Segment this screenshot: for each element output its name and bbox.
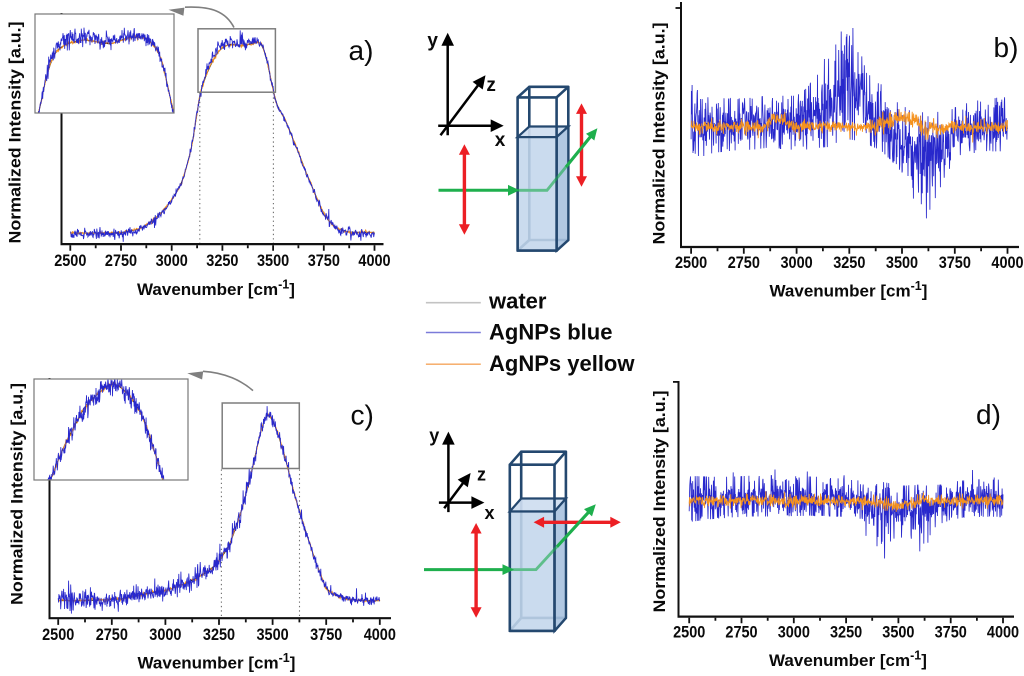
svg-text:3250: 3250 [833,254,865,272]
svg-text:4000: 4000 [987,623,1019,641]
svg-text:3000: 3000 [149,626,181,644]
svg-text:y: y [429,426,439,446]
svg-text:3250: 3250 [206,252,238,270]
svg-text:Wavenumber [cm-1]: Wavenumber [cm-1] [137,277,295,299]
svg-text:2750: 2750 [96,626,128,644]
svg-text:2750: 2750 [105,252,137,270]
svg-text:3750: 3750 [935,623,967,641]
svg-text:3500: 3500 [257,626,289,644]
svg-text:a): a) [349,35,374,66]
svg-text:AgNPs blue: AgNPs blue [489,320,612,345]
svg-text:3750: 3750 [308,252,340,270]
svg-text:3500: 3500 [886,254,918,272]
svg-text:3000: 3000 [156,252,188,270]
svg-text:Normalized Intensity [a.u.]: Normalized Intensity [a.u.] [6,22,25,244]
svg-text:2750: 2750 [725,623,757,641]
svg-text:2500: 2500 [673,623,705,641]
svg-text:Wavenumber [cm-1]: Wavenumber [cm-1] [770,279,928,301]
svg-text:3250: 3250 [830,623,862,641]
svg-text:z: z [477,465,486,485]
svg-text:4000: 4000 [364,626,396,644]
svg-text:z: z [486,75,496,96]
svg-text:2750: 2750 [728,254,760,272]
svg-text:Normalized Intensity [a.u.]: Normalized Intensity [a.u.] [8,383,27,605]
svg-text:b): b) [994,32,1019,63]
svg-text:y: y [427,31,438,52]
svg-text:AgNPs yellow: AgNPs yellow [489,351,635,376]
svg-text:x: x [495,130,506,151]
svg-text:3000: 3000 [781,254,813,272]
svg-text:3250: 3250 [203,626,235,644]
svg-text:Wavenumber [cm-1]: Wavenumber [cm-1] [138,651,296,673]
svg-text:Wavenumber [cm-1]: Wavenumber [cm-1] [769,648,927,670]
svg-text:3000: 3000 [778,623,810,641]
svg-text:4000: 4000 [358,252,390,270]
svg-text:3500: 3500 [882,623,914,641]
svg-text:Normalized Intensity [a.u.]: Normalized Intensity [a.u.] [650,391,669,613]
svg-text:c): c) [351,400,374,431]
svg-text:3500: 3500 [257,252,289,270]
svg-text:d): d) [976,399,1001,430]
svg-text:3750: 3750 [939,254,971,272]
svg-text:2500: 2500 [42,626,74,644]
svg-text:x: x [484,503,494,523]
svg-text:2500: 2500 [54,252,86,270]
svg-text:4000: 4000 [991,254,1023,272]
svg-text:2500: 2500 [675,254,707,272]
svg-text:Normalized Intensity [a.u.]: Normalized Intensity [a.u.] [650,23,669,245]
svg-text:water: water [488,289,547,314]
svg-text:3750: 3750 [310,626,342,644]
